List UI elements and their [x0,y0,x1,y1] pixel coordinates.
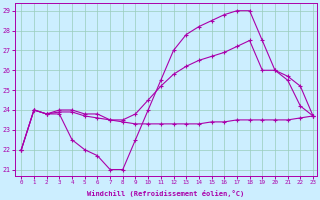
X-axis label: Windchill (Refroidissement éolien,°C): Windchill (Refroidissement éolien,°C) [87,190,244,197]
